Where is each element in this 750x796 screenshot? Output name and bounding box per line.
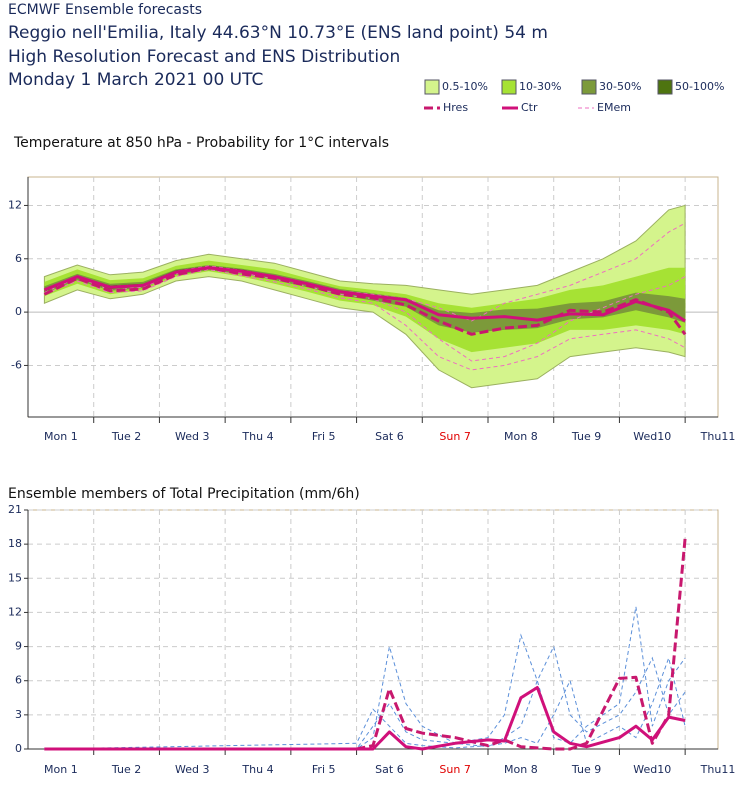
series-line xyxy=(43,266,687,336)
x-tick-label: Thu 4 xyxy=(241,763,273,776)
series-line xyxy=(44,538,687,751)
y-tick-label: -6 xyxy=(11,358,22,371)
x-tick-label: Wed10 xyxy=(633,430,671,443)
x-tick-label: Mon 1 xyxy=(44,763,78,776)
y-tick-label: 3 xyxy=(15,708,22,721)
x-tick-label: Wed10 xyxy=(633,763,671,776)
legend-label: 10-30% xyxy=(519,80,561,93)
legend-swatch xyxy=(501,79,517,95)
y-tick-label: 12 xyxy=(8,605,22,618)
x-tick-label: Sun 7 xyxy=(439,430,470,443)
header-line: Reggio nell'Emilia, Italy 44.63°N 10.73°… xyxy=(8,23,548,43)
probability-band xyxy=(44,260,686,353)
member-line xyxy=(44,268,686,371)
x-tick-label: Tue 9 xyxy=(571,763,601,776)
legend-swatch xyxy=(657,79,673,95)
legend-swatch xyxy=(424,79,440,95)
member-line xyxy=(44,606,686,750)
x-tick-label: Sat 6 xyxy=(375,763,404,776)
legend-label: 0.5-10% xyxy=(442,80,488,93)
y-tick-label: 9 xyxy=(15,640,22,653)
legend-label: 50-100% xyxy=(675,80,724,93)
x-tick-label: Mon 8 xyxy=(504,763,538,776)
plot-frame xyxy=(27,509,719,750)
x-tick-label: Tue 2 xyxy=(111,430,141,443)
x-tick-label: Thu11 xyxy=(700,763,736,776)
x-tick-label: Sat 6 xyxy=(375,430,404,443)
legend-label: Ctr xyxy=(521,101,538,114)
legend-swatch xyxy=(581,79,597,95)
header-line: ECMWF Ensemble forecasts xyxy=(8,2,202,18)
x-tick-label: Wed 3 xyxy=(175,430,209,443)
y-tick-label: 0 xyxy=(15,305,22,318)
series-line xyxy=(43,266,686,323)
x-tick-label: Tue 2 xyxy=(111,763,141,776)
header-line: Monday 1 March 2021 00 UTC xyxy=(8,70,263,90)
x-tick-label: Wed 3 xyxy=(175,763,209,776)
chart-title: Ensemble members of Total Precipitation … xyxy=(8,486,360,502)
y-tick-label: 6 xyxy=(15,674,22,687)
member-line xyxy=(44,645,686,750)
member-line xyxy=(44,656,686,750)
x-tick-label: Thu 4 xyxy=(241,430,273,443)
x-tick-label: Fri 5 xyxy=(312,763,336,776)
x-tick-label: Sun 7 xyxy=(439,763,470,776)
header-line: High Resolution Forecast and ENS Distrib… xyxy=(8,47,400,67)
x-tick-label: Mon 8 xyxy=(504,430,538,443)
legend-label: Hres xyxy=(443,101,468,114)
x-tick-label: Fri 5 xyxy=(312,430,336,443)
legend-label: EMem xyxy=(597,101,631,114)
y-tick-label: 15 xyxy=(8,571,22,584)
y-tick-label: 18 xyxy=(8,537,22,550)
y-tick-label: 12 xyxy=(8,198,22,211)
y-tick-label: 0 xyxy=(15,742,22,755)
y-tick-label: 21 xyxy=(8,503,22,516)
legend-label: 30-50% xyxy=(599,80,641,93)
probability-band xyxy=(44,265,686,333)
x-tick-label: Mon 1 xyxy=(44,430,78,443)
member-line xyxy=(44,266,686,362)
x-tick-label: Thu11 xyxy=(700,430,736,443)
x-tick-label: Tue 9 xyxy=(571,430,601,443)
y-tick-label: 6 xyxy=(15,252,22,265)
series-line xyxy=(44,686,686,751)
chart-title: Temperature at 850 hPa - Probability for… xyxy=(13,135,389,151)
